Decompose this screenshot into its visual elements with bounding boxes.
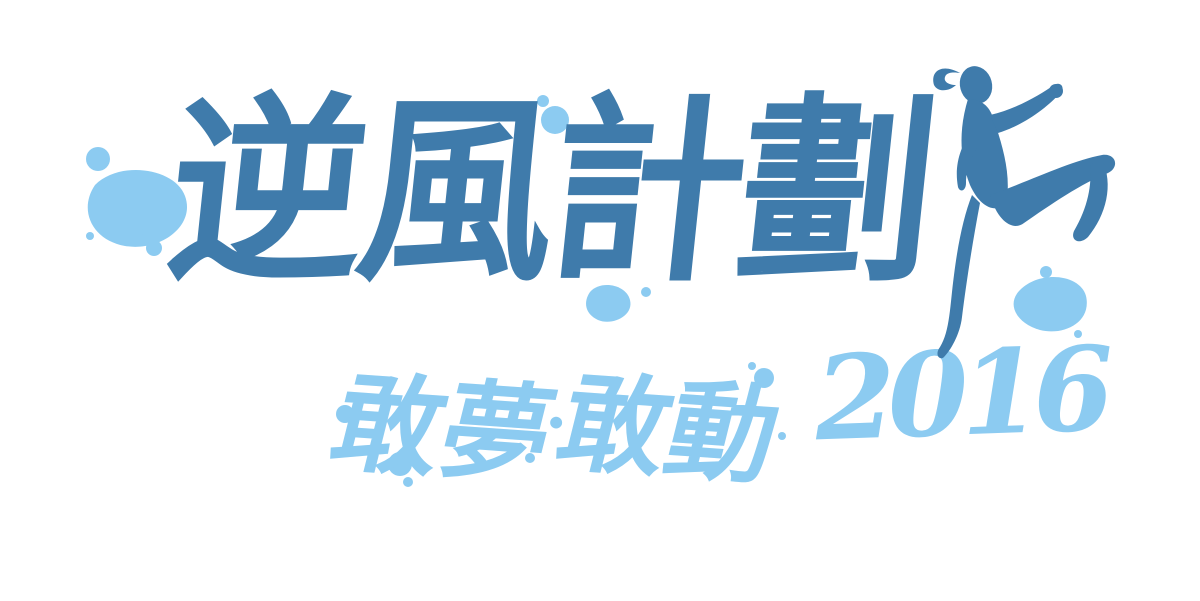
jumping-person-silhouette-icon	[933, 66, 1116, 359]
slogan-part-1: 敢夢	[319, 360, 567, 500]
title-main: 逆風計劃	[158, 72, 943, 312]
title-text: 逆風計劃	[157, 74, 943, 310]
slogan-separator: ·	[545, 386, 568, 461]
slogan: 敢夢 · 敢動	[320, 345, 795, 515]
slogan-part-2: 敢動	[546, 360, 793, 500]
